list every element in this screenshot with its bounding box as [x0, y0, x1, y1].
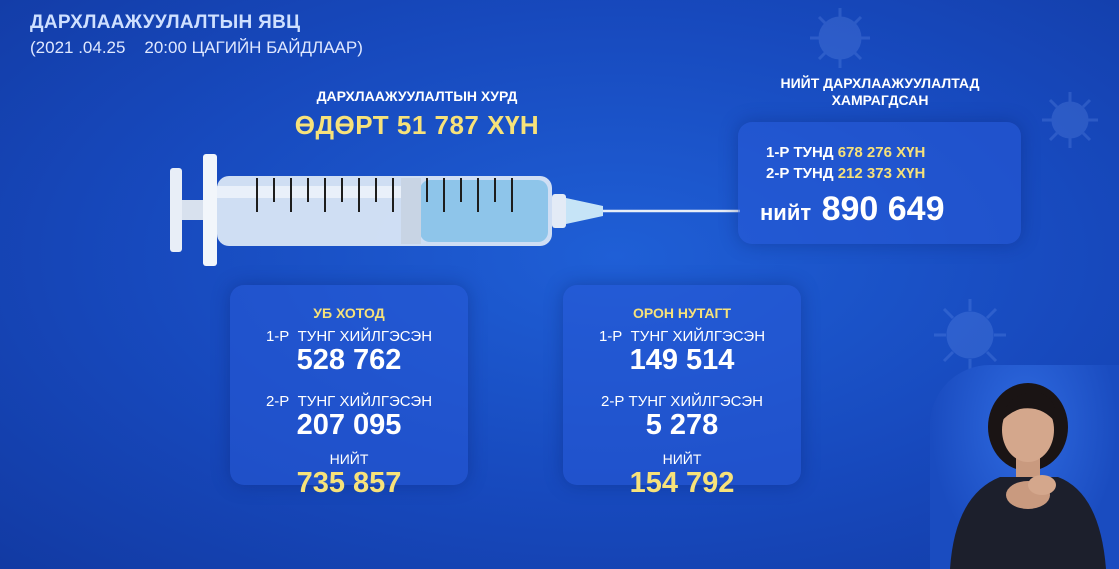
- rural-dose2-value: 5 278: [645, 409, 719, 441]
- ub-dose1-label: 1-Р ТУНГ ХИЙЛГЭСЭН: [265, 328, 433, 345]
- sign-language-interpreter: [930, 365, 1119, 569]
- syringe-icon: [170, 154, 740, 266]
- ub-dose2-label: 2-Р ТУНГ ХИЙЛГЭСЭН: [265, 393, 433, 410]
- rural-dose2-label: 2-Р ТУНГ ХИЙЛГЭСЭН: [601, 393, 763, 410]
- rural-total-label: НИЙТ: [662, 451, 702, 467]
- total-dose1-label: 1-Р ТУНД: [766, 144, 834, 161]
- total-dose2-label: 2-Р ТУНД: [766, 165, 834, 182]
- total-dose2: 2-Р ТУНД 212 373 ХҮН: [766, 165, 925, 182]
- rural-title: ОРОН НУТАГТ: [632, 305, 732, 321]
- rural-panel: ОРОН НУТАГТ 1-Р ТУНГ ХИЙЛГЭСЭН 149 514 2…: [563, 285, 801, 485]
- page-title: ДАРХЛААЖУУЛАЛТЫН ЯВЦ: [30, 12, 301, 33]
- total-heading: НИЙТ ДАРХЛААЖУУЛАЛТАД ХАМРАГДСАН: [740, 75, 1020, 109]
- total-grand-label: нийт: [760, 200, 812, 225]
- total-dose1-value: 678 276 ХҮН: [837, 144, 926, 161]
- rate-label: ДАРХЛААЖУУЛАЛТЫН ХУРД: [316, 88, 518, 104]
- page-subtitle: (2021 .04.25 20:00 ЦАГИЙН БАЙДЛААР): [30, 38, 363, 57]
- rural-dose1-value: 149 514: [629, 344, 735, 376]
- total-heading-line2: ХАМРАГДСАН: [831, 92, 929, 108]
- rural-total-value: 154 792: [629, 467, 735, 499]
- total-grand-value: 890 649: [821, 190, 945, 228]
- rural-dose1-label: 1-Р ТУНГ ХИЙЛГЭСЭН: [598, 328, 766, 345]
- total-dose1: 1-Р ТУНД 678 276 ХҮН: [766, 144, 925, 161]
- interpreter-figure: [950, 383, 1106, 569]
- virus-icon: [934, 299, 1006, 371]
- total-grand: нийт 890 649: [760, 190, 944, 229]
- ub-total-label: НИЙТ: [329, 451, 369, 467]
- ub-dose1-value: 528 762: [296, 344, 402, 376]
- rate-value: ӨДӨРТ 51 787 ХҮН: [294, 110, 540, 140]
- total-dose2-value: 212 373 ХҮН: [837, 165, 926, 182]
- virus-icon: [1042, 92, 1098, 148]
- ub-dose2-value: 207 095: [296, 409, 402, 441]
- ub-total-value: 735 857: [296, 467, 402, 499]
- virus-icon: [810, 8, 870, 68]
- ub-panel: УБ ХОТОД 1-Р ТУНГ ХИЙЛГЭСЭН 528 762 2-Р …: [230, 285, 468, 485]
- ub-title: УБ ХОТОД: [313, 305, 385, 321]
- total-panel: 1-Р ТУНД 678 276 ХҮН 2-Р ТУНД 212 373 ХҮ…: [738, 122, 1021, 244]
- total-heading-line1: НИЙТ ДАРХЛААЖУУЛАЛТАД: [780, 75, 980, 91]
